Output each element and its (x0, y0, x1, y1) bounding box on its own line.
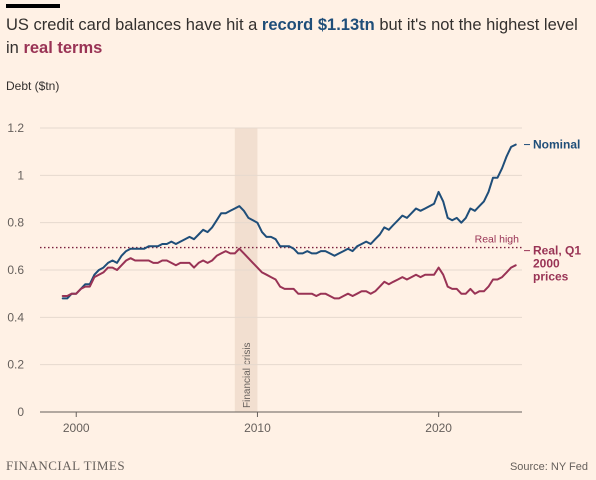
y-tick-label: 0.8 (7, 216, 24, 230)
real-series-label-line2: 2000 (533, 257, 560, 271)
y-axis-label: Debt ($tn) (6, 79, 60, 93)
x-tick-label: 2010 (244, 421, 271, 435)
nominal-series-label: Nominal (533, 138, 580, 152)
ft-top-bar (6, 4, 60, 8)
y-tick-label: 1 (17, 168, 24, 182)
title-record-highlight: record $1.13tn (261, 16, 375, 34)
y-tick-label: 0.6 (7, 263, 24, 277)
y-tick-label: 1.2 (7, 121, 24, 135)
real-series-label-line1: Real, Q1 (533, 244, 581, 258)
real-series-label-line3: prices (533, 270, 569, 284)
chart-title: US credit card balances have hit a recor… (6, 14, 590, 60)
x-tick-label: 2000 (63, 421, 90, 435)
real-high-label: Real high (475, 234, 520, 246)
source-note: Source: NY Fed (509, 461, 588, 473)
y-tick-label: 0.4 (7, 310, 24, 324)
ft-brand: FINANCIAL TIMES (6, 458, 126, 473)
real-series-line (61, 247, 517, 300)
x-tick-label: 2020 (425, 421, 452, 435)
nominal-series-line (61, 143, 517, 300)
y-tick-label: 0.2 (7, 358, 24, 372)
title-part-1: US credit card balances have hit a (6, 16, 258, 34)
title-part-2: but it's not the highest level in (6, 16, 578, 57)
y-tick-label: 0 (17, 405, 24, 419)
title-real-highlight: real terms (23, 39, 103, 57)
crisis-label: Financial crisis (242, 342, 253, 408)
